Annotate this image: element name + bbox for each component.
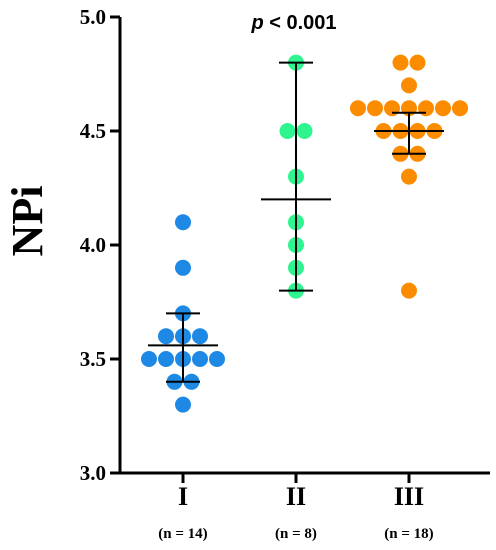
x-tick-label: I: [178, 482, 188, 511]
data-point: [418, 100, 434, 117]
data-point: [392, 54, 409, 71]
data-point: [175, 214, 191, 231]
axes: [110, 15, 490, 483]
data-point: [192, 328, 208, 345]
y-tick-label: 3.0: [80, 461, 106, 485]
data-point: [401, 77, 417, 94]
data-point: [158, 351, 174, 367]
data-point: [350, 100, 366, 117]
y-axis-title: NPi: [3, 186, 52, 257]
x-tick-label: II: [286, 482, 306, 511]
data-point: [279, 123, 296, 139]
data-point: [409, 54, 426, 71]
data-point: [401, 168, 417, 185]
y-tick-label: 5.0: [80, 5, 106, 29]
data-point: [452, 100, 468, 117]
data-point: [158, 328, 174, 345]
y-tick-label: 3.5: [80, 347, 106, 371]
data-point: [192, 351, 208, 367]
data-point: [384, 100, 400, 117]
data-point: [175, 396, 191, 413]
group-count-label: (n = 8): [275, 526, 317, 542]
p-value-annotation: p < 0.001: [250, 12, 336, 34]
data-point: [296, 123, 313, 139]
data-point: [367, 100, 383, 117]
data-marks: [141, 54, 468, 413]
data-point: [435, 100, 451, 117]
x-tick-label: III: [394, 482, 424, 511]
data-point: [141, 351, 157, 367]
data-point: [209, 351, 225, 367]
data-point: [175, 259, 191, 276]
group-count-label: (n = 18): [384, 526, 433, 542]
p-value-threshold: < 0.001: [264, 12, 337, 34]
axis-labels: 3.0 3.5 4.0 4.5 5.0 I (n = 14) II (n = 8) III (n =…: [80, 5, 434, 542]
data-point: [401, 282, 417, 299]
y-tick-label: 4.0: [80, 233, 106, 257]
y-tick-label: 4.5: [80, 119, 106, 143]
p-value-symbol: p: [250, 12, 263, 34]
group-count-label: (n = 14): [158, 526, 207, 542]
